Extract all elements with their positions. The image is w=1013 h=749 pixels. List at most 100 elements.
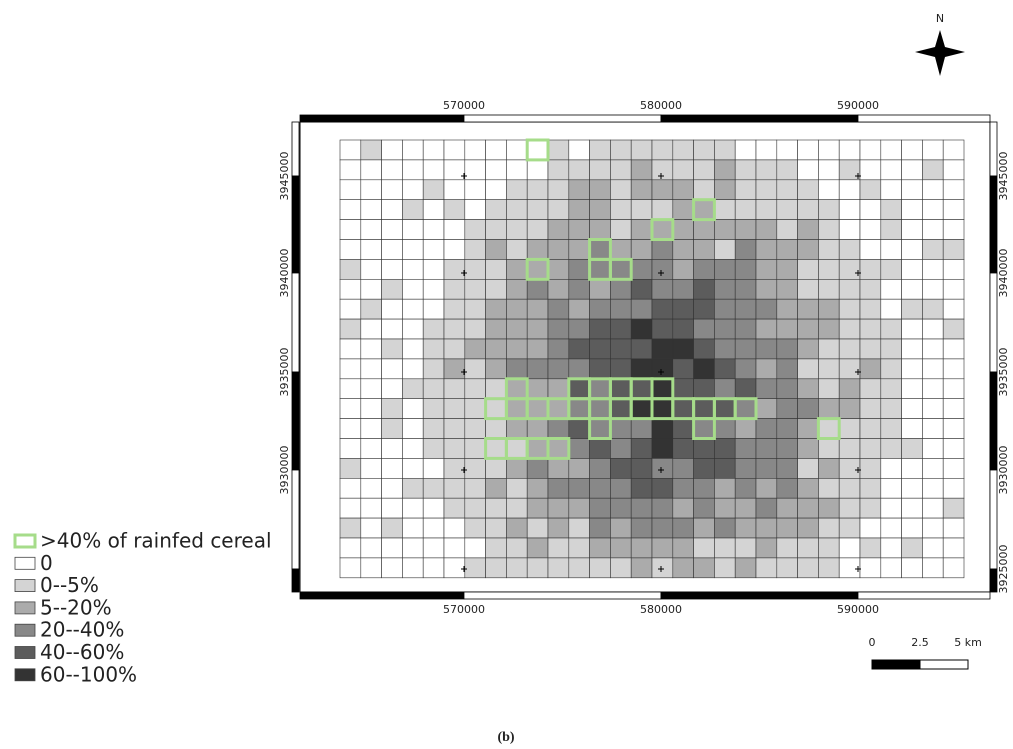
- grid-cell: [506, 418, 528, 439]
- grid-cell: [630, 318, 653, 340]
- grid-cell: [672, 239, 694, 260]
- legend-label: 5--20%: [40, 595, 112, 619]
- legend-label: 0--5%: [40, 573, 99, 597]
- x-coord-label: 580000: [640, 603, 682, 616]
- grid-cell: [610, 418, 632, 439]
- grid-cell: [922, 318, 944, 340]
- grid-cell: [880, 517, 902, 539]
- grid-cell: [859, 497, 882, 519]
- grid-cell: [506, 358, 528, 380]
- grid-cell: [651, 438, 674, 459]
- grid-cell: [922, 517, 944, 539]
- grid-cell: [526, 418, 549, 439]
- grid-cell: [526, 398, 549, 419]
- grid-cell: [506, 458, 528, 479]
- grid-cell: [942, 497, 965, 519]
- grid-cell: [339, 358, 362, 380]
- grid-cell: [693, 477, 715, 499]
- grid-cell: [672, 477, 694, 499]
- grid-cell: [776, 199, 798, 220]
- grid-cell: [776, 497, 798, 519]
- grid-cell: [360, 278, 382, 300]
- grid-cell: [422, 239, 445, 260]
- grid-cell: [776, 378, 798, 399]
- grid-cell: [464, 298, 486, 320]
- grid-cell: [402, 557, 424, 579]
- grid-cell: [693, 458, 715, 479]
- legend-swatch: [14, 668, 36, 682]
- grid-cell: [942, 239, 965, 260]
- grid-cell: [589, 179, 611, 201]
- grid-cell: [630, 477, 653, 499]
- grid-cell: [776, 179, 798, 201]
- grid-cell: [339, 318, 362, 340]
- grid-cell: [610, 298, 632, 320]
- grid-cell: [506, 338, 528, 360]
- frame-bar: [291, 175, 300, 274]
- grid-cell: [880, 199, 902, 220]
- grid-cell: [630, 219, 653, 240]
- grid-cell: [776, 358, 798, 380]
- grid-cell: [381, 458, 403, 479]
- highlight-cell: [692, 417, 716, 441]
- grid-cell: [901, 497, 923, 519]
- grid-cell: [714, 398, 736, 419]
- grid-cell: [942, 338, 965, 360]
- grid-cross: [658, 369, 664, 375]
- grid-cell: [422, 438, 445, 459]
- frame-bar: [463, 591, 662, 600]
- grid-cell: [922, 239, 944, 260]
- grid-cell: [547, 259, 570, 280]
- frame-bar: [291, 568, 300, 593]
- grid-cell: [485, 358, 507, 380]
- grid-cell: [797, 139, 819, 161]
- grid-cell: [818, 557, 840, 579]
- grid-cell: [381, 557, 403, 579]
- grid-cell: [443, 139, 466, 161]
- grid-cell: [526, 159, 549, 181]
- grid-cell: [485, 458, 507, 479]
- grid-cell: [526, 438, 549, 459]
- frame-bar: [660, 591, 859, 600]
- grid-cell: [422, 179, 445, 201]
- grid-cell: [422, 358, 445, 380]
- grid-cell: [339, 438, 362, 459]
- grid-cell: [942, 298, 965, 320]
- grid-cell: [693, 159, 715, 181]
- grid-cell: [693, 537, 715, 559]
- grid-cell: [464, 259, 486, 280]
- grid-cell: [526, 517, 549, 539]
- grid-cell: [901, 139, 923, 161]
- grid-cell: [339, 458, 362, 479]
- grid-cell: [776, 298, 798, 320]
- grid-cell: [381, 438, 403, 459]
- grid-cell: [776, 418, 798, 439]
- grid-cell: [776, 338, 798, 360]
- grid-cell: [526, 259, 549, 280]
- grid-cell: [443, 477, 466, 499]
- grid-cell: [526, 278, 549, 300]
- grid-cell: [422, 318, 445, 340]
- grid-cell: [443, 458, 466, 479]
- grid-cell: [693, 278, 715, 300]
- grid-cell: [922, 537, 944, 559]
- grid-cell: [755, 398, 778, 419]
- grid-cell: [901, 517, 923, 539]
- grid-cell: [838, 418, 861, 439]
- grid-cell: [610, 239, 632, 260]
- grid-cell: [734, 418, 757, 439]
- grid-cell: [568, 438, 590, 459]
- grid-cell: [381, 338, 403, 360]
- grid-cell: [339, 477, 362, 499]
- grid-cell: [734, 318, 757, 340]
- grid-cell: [339, 259, 362, 280]
- grid-cell: [402, 517, 424, 539]
- grid-cell: [880, 239, 902, 260]
- grid-cell: [360, 298, 382, 320]
- grid-cell: [381, 159, 403, 181]
- grid-cell: [547, 418, 570, 439]
- grid-cell: [755, 298, 778, 320]
- grid-cell: [901, 278, 923, 300]
- legend-swatch: [14, 556, 36, 570]
- grid-cell: [443, 179, 466, 201]
